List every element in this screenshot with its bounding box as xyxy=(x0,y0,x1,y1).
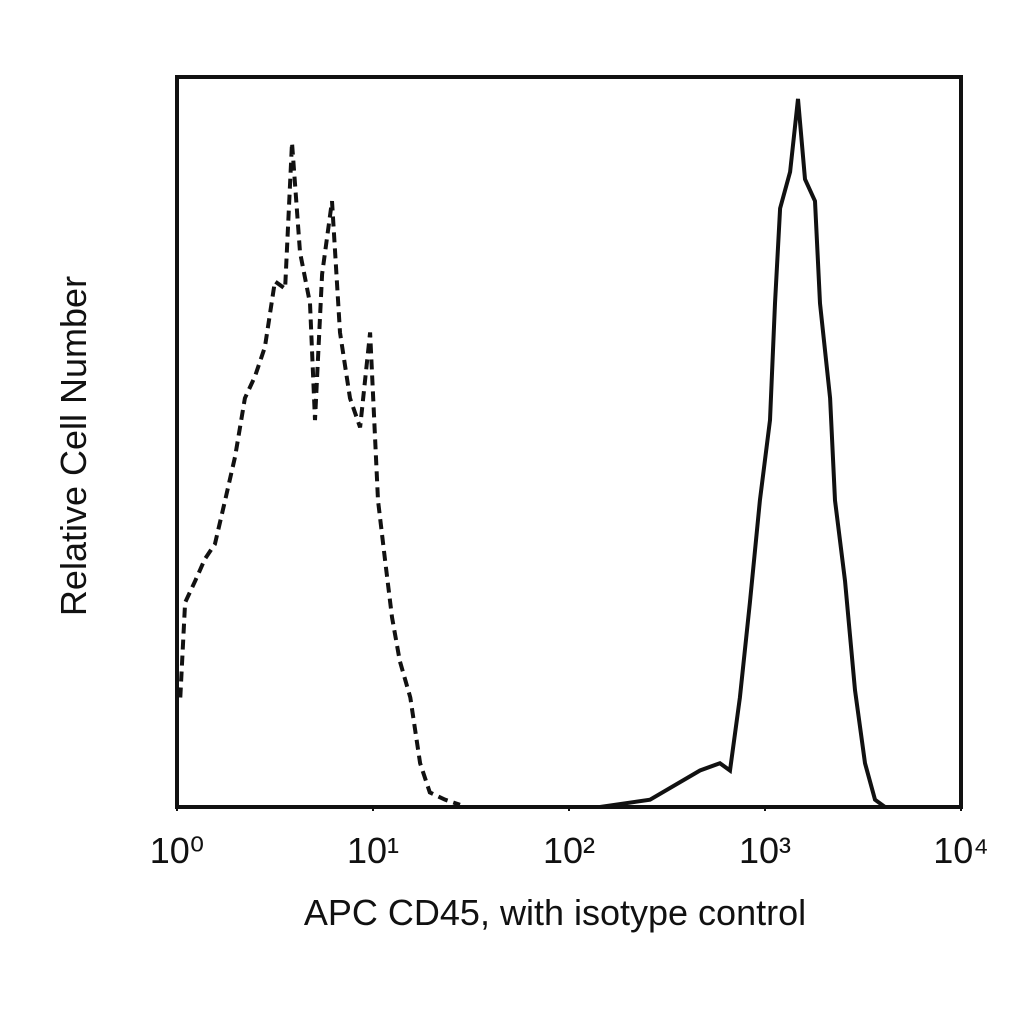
histogram-line xyxy=(599,98,887,809)
x-tick-label: 10⁰ xyxy=(150,830,204,871)
x-tick-label: 10² xyxy=(543,830,595,871)
x-tick-label: 10³ xyxy=(739,830,791,871)
x-tick-label: 10¹ xyxy=(347,830,399,871)
histogram-line xyxy=(178,142,461,807)
x-axis-label: APC CD45, with isotype control xyxy=(304,892,806,933)
x-tick-label: 10⁴ xyxy=(933,830,989,871)
y-axis-label: Relative Cell Number xyxy=(53,276,94,616)
